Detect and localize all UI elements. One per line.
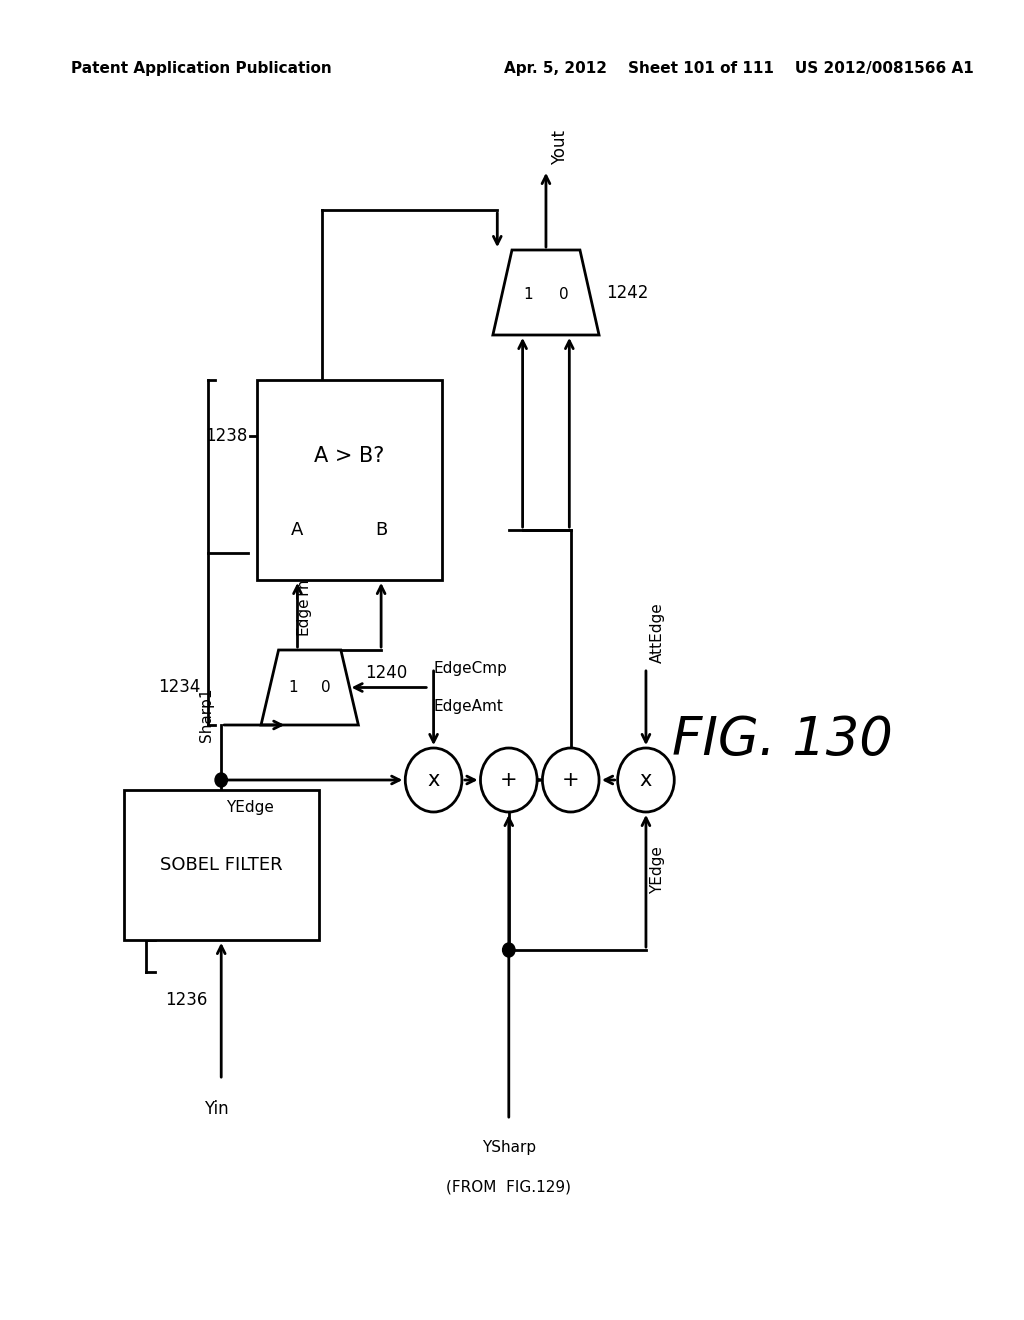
Text: 0: 0	[322, 680, 331, 696]
Text: 1236: 1236	[166, 991, 208, 1008]
Text: 1242: 1242	[606, 284, 648, 301]
Text: Patent Application Publication: Patent Application Publication	[71, 61, 332, 75]
Circle shape	[406, 748, 462, 812]
Text: A > B?: A > B?	[314, 446, 385, 466]
Polygon shape	[261, 649, 358, 725]
Text: EdgeAmt: EdgeAmt	[433, 698, 504, 714]
Text: (FROM  FIG.129): (FROM FIG.129)	[446, 1180, 571, 1195]
FancyBboxPatch shape	[257, 380, 442, 579]
Text: 1240: 1240	[366, 664, 408, 681]
Text: Yin: Yin	[205, 1100, 229, 1118]
Text: SOBEL FILTER: SOBEL FILTER	[160, 855, 283, 874]
Text: EdgeCmp: EdgeCmp	[433, 661, 508, 676]
Text: YEdge: YEdge	[650, 846, 666, 894]
Text: Yout: Yout	[551, 129, 569, 165]
Text: x: x	[640, 770, 652, 789]
Circle shape	[480, 748, 538, 812]
Text: Sharp1: Sharp1	[199, 688, 214, 742]
Text: EdgeThd: EdgeThd	[295, 568, 310, 635]
Text: 1238: 1238	[206, 426, 248, 445]
Circle shape	[617, 748, 674, 812]
Text: AttEdge: AttEdge	[650, 602, 666, 663]
Text: 1234: 1234	[159, 678, 201, 697]
Text: YEdge: YEdge	[225, 800, 273, 814]
FancyBboxPatch shape	[124, 789, 318, 940]
Circle shape	[503, 942, 515, 957]
Text: A: A	[291, 521, 304, 539]
Text: x: x	[427, 770, 439, 789]
Text: FIG. 130: FIG. 130	[673, 714, 893, 766]
Text: YSharp: YSharp	[481, 1140, 536, 1155]
Text: 1: 1	[523, 286, 532, 302]
Text: +: +	[500, 770, 517, 789]
Text: 1: 1	[289, 680, 298, 696]
Circle shape	[543, 748, 599, 812]
Polygon shape	[493, 249, 599, 335]
Text: 0: 0	[559, 286, 568, 302]
Circle shape	[215, 774, 227, 787]
Text: +: +	[562, 770, 580, 789]
Text: Apr. 5, 2012    Sheet 101 of 111    US 2012/0081566 A1: Apr. 5, 2012 Sheet 101 of 111 US 2012/00…	[505, 61, 974, 75]
Text: B: B	[375, 521, 387, 539]
